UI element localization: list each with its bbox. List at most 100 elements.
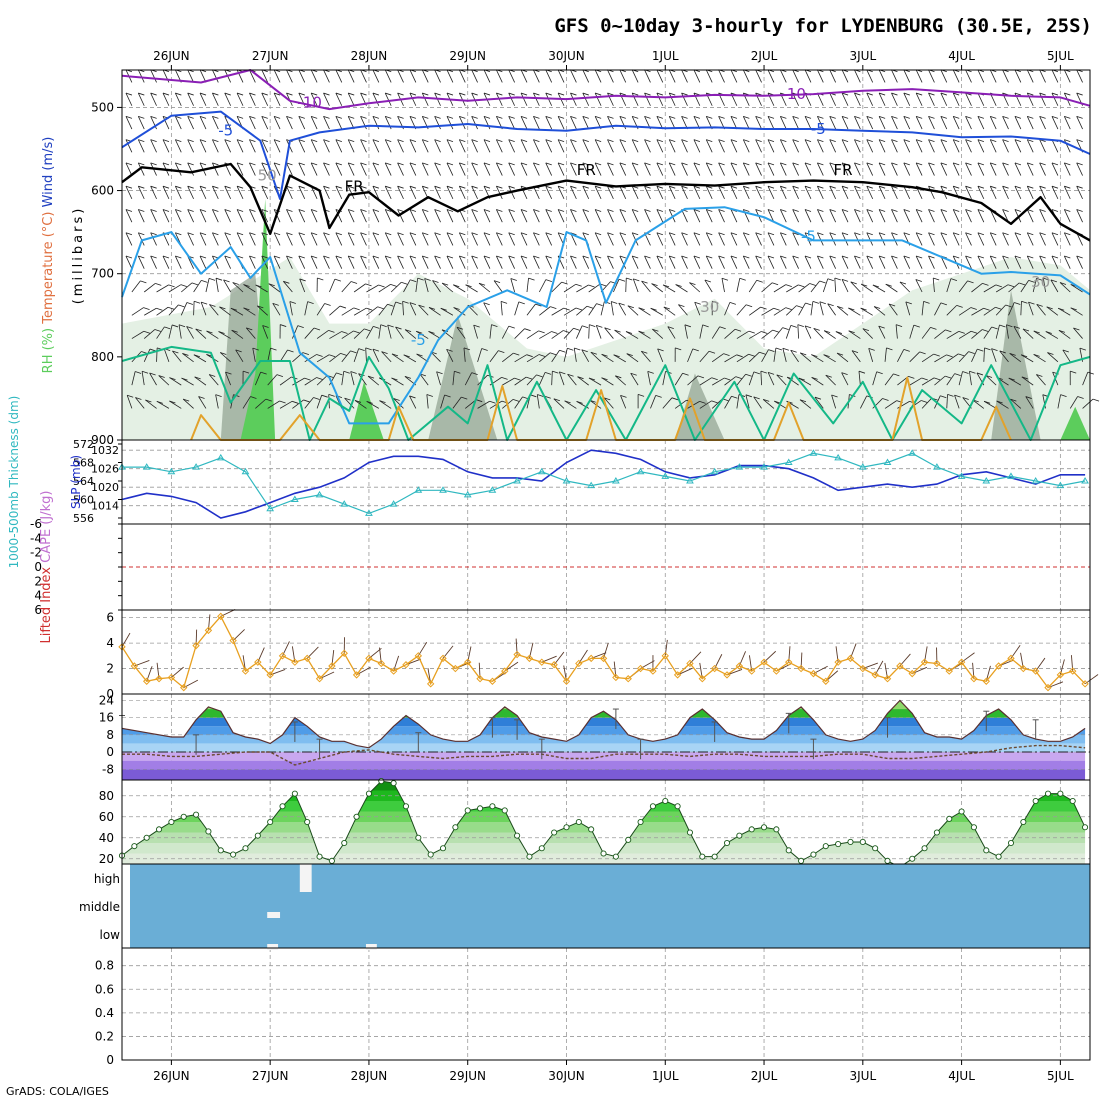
wind-barb [316, 375, 328, 386]
wind-barb-flag [607, 139, 614, 143]
wind-barb-flag [416, 353, 423, 357]
wind-barb [1076, 232, 1083, 246]
wind-barb [854, 209, 861, 223]
wind-barb [693, 255, 701, 269]
wind-barb-flag [1051, 162, 1059, 166]
wind-barb [156, 326, 165, 339]
wind-barb-flag [194, 376, 201, 380]
wind-barb [884, 373, 894, 386]
wind-barb [421, 232, 429, 246]
wind-barb [316, 303, 325, 316]
wind-barb-flag [471, 232, 478, 236]
wind-barb-flag [1002, 232, 1009, 236]
wind-barb [156, 400, 170, 409]
wind-barb [347, 186, 355, 200]
wind-barb-flag [311, 209, 318, 212]
wind-barb-flag [1077, 396, 1084, 399]
wind-barb [557, 186, 565, 200]
wind-barb-flag [199, 162, 207, 166]
wind-barb-flag [404, 329, 412, 332]
wind-barb-flag [225, 371, 232, 375]
wind-barb-flag [977, 139, 985, 143]
ylabel-part: Temperature (°C) [41, 207, 56, 324]
wind-barb-flag [1027, 115, 1034, 119]
wind-barb [1002, 116, 1009, 130]
wind-barb [854, 139, 861, 153]
wind-barb [520, 255, 528, 269]
wind-barb [329, 353, 341, 363]
wind-barb [261, 116, 269, 130]
wind-barb [323, 255, 330, 269]
wind-barb-flag [644, 139, 651, 143]
wind-barb [508, 232, 515, 246]
panel-bg-precip [122, 948, 1090, 1060]
wind-barb [1051, 116, 1059, 130]
wind-barb-flag [385, 232, 392, 236]
wind-barb-flag [341, 331, 348, 334]
wind-barb [446, 139, 454, 153]
wind-barb-flag [903, 92, 910, 96]
wind-speed-point [291, 658, 299, 666]
wind-barb-flag [1039, 209, 1046, 212]
wind-barb [199, 116, 207, 130]
wind-barb [508, 69, 515, 83]
ytick-label-upper: 600 [91, 184, 114, 198]
wind-speed-point [1081, 680, 1089, 688]
wind-barb [150, 232, 157, 246]
wind-barb-flag [644, 209, 651, 212]
wind-barb [489, 350, 499, 363]
wind-barb [298, 69, 306, 83]
wind-barb-flag [365, 347, 372, 351]
wind-barb-flag [637, 394, 645, 397]
wind-barb-flag [261, 209, 268, 212]
wind-barb-flag [965, 209, 972, 212]
wind-barb [446, 255, 454, 269]
wind-barb-flag [125, 162, 133, 166]
wind-barb-flag [570, 115, 577, 119]
wind-barb [168, 324, 173, 339]
rh-point [563, 824, 570, 831]
wind-barb-flag [533, 255, 540, 259]
wind-barb [668, 255, 676, 269]
wind-barb-flag [212, 139, 219, 143]
wind-barb-flag [397, 209, 404, 212]
thickness-point [908, 449, 917, 456]
wind-barb [576, 325, 583, 339]
wind-barb [471, 116, 478, 130]
wind-barb [762, 399, 775, 409]
wind-barb [619, 139, 627, 153]
wind-barb [195, 328, 207, 339]
wind-barb-flag [607, 115, 614, 119]
wind-barb-flag [1002, 162, 1009, 166]
wind-speed-point [649, 667, 657, 675]
wind-barb-flag [1073, 327, 1080, 331]
wind-barb [903, 116, 911, 130]
wind-barb-flag [378, 284, 385, 288]
wind-barb [644, 255, 651, 269]
wind-barb [718, 255, 725, 269]
wind-barb-flag [1014, 255, 1022, 259]
rh-point [193, 811, 200, 818]
wind-barb-flag [302, 352, 310, 355]
wind-barb-flag [1036, 374, 1043, 377]
wind-barb-flag [191, 282, 199, 286]
wind-barb-flag [524, 328, 531, 332]
wind-barb-flag [169, 377, 176, 380]
wind-barb-flag [940, 232, 947, 236]
wind-barb-flag [219, 306, 226, 310]
wind-barb-flag [916, 162, 923, 166]
wind-barb-flag [772, 329, 779, 333]
wind-barb-flag [198, 396, 205, 399]
wind-barb-flag [792, 185, 799, 189]
wind-barb [841, 232, 849, 246]
wind-barb [817, 255, 824, 269]
wind-barb-flag [456, 326, 464, 330]
wind-barb-flag [976, 372, 984, 376]
wind-barb-flag [878, 92, 886, 96]
wind-barb [304, 301, 309, 316]
wind-barb-flag [1087, 371, 1094, 375]
wind-barb-flag [409, 209, 417, 212]
wind-barb [150, 139, 157, 153]
wind-barb-flag [570, 92, 577, 96]
wind-barb-flag [311, 162, 318, 166]
